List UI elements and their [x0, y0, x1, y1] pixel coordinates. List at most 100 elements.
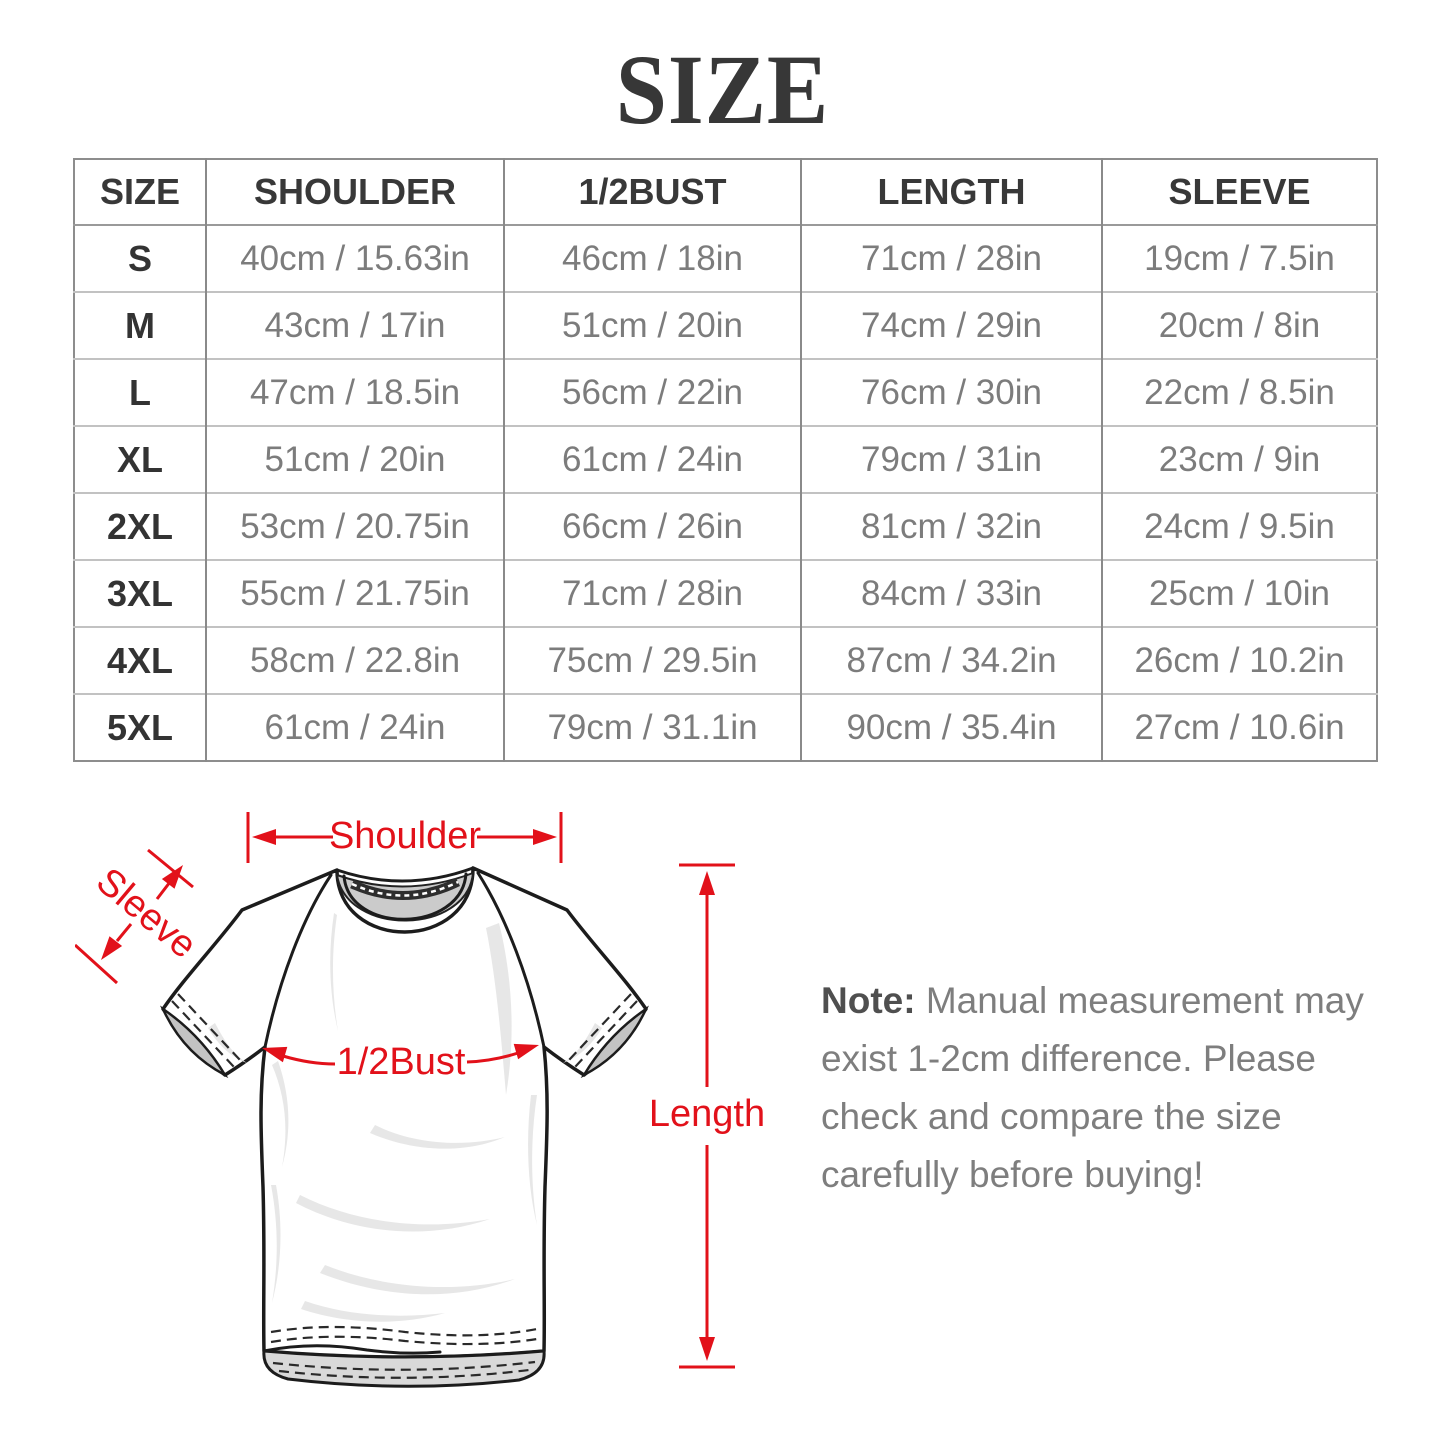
cell-xl-size: XL [74, 425, 206, 493]
cell-5xl-length: 90cm / 35.4in [800, 693, 1102, 761]
cell-3xl-sleeve: 25cm / 10in [1101, 559, 1377, 627]
tshirt-drawing [160, 866, 649, 1388]
cell-4xl-shoulder: 58cm / 22.8in [205, 626, 504, 694]
wrinkle-shade [563, 1023, 602, 1063]
bust-label: 1/2Bust [337, 1041, 466, 1083]
cell-s-shoulder: 40cm / 15.63in [205, 224, 504, 292]
size-table-body: S 40cm / 15.63in 46cm / 18in 71cm / 28in 19c… [74, 224, 1377, 761]
cell-3xl-bust: 71cm / 28in [503, 559, 801, 627]
note-text: Note: Manual measurement may exist 1-2cm… [821, 972, 1401, 1204]
length-label: Length [649, 1093, 765, 1135]
cell-2xl-bust: 66cm / 26in [503, 492, 801, 560]
cell-m-bust: 51cm / 20in [503, 291, 801, 359]
table-row-2xl: 2XL 53cm / 20.75in 66cm / 26in 81cm / 32in 2… [74, 492, 1377, 560]
collar-back-edge [335, 866, 475, 883]
table-row-4xl: 4XL 58cm / 22.8in 75cm / 29.5in 87cm / 34.2… [74, 626, 1377, 694]
hem-stitching [270, 1325, 538, 1337]
left-armhole-seam [263, 873, 333, 1049]
cell-5xl-bust: 79cm / 31.1in [503, 693, 801, 761]
cell-xl-sleeve: 23cm / 9in [1101, 425, 1377, 493]
note-line: exist 1-2cm difference. Please [821, 1038, 1316, 1079]
hem-stitching [270, 1335, 538, 1346]
table-row-3xl: 3XL 55cm / 21.75in 71cm / 28in 84cm / 33in 2… [74, 559, 1377, 627]
shoulder-right-arrowhead [533, 829, 557, 845]
wrinkle-shade [330, 913, 338, 1031]
collar-tape-stitching [351, 880, 459, 897]
cell-l-shoulder: 47cm / 18.5in [205, 358, 504, 426]
sleeve-annotation: Sleeve [73, 848, 204, 985]
table-row-l: L 47cm / 18.5in 56cm / 22in 76cm / 30in 22cm… [74, 358, 1377, 426]
note-line: Note: Manual measurement may [821, 972, 1401, 1030]
note-line: check and compare the size [821, 1096, 1282, 1137]
wrinkle-shade [370, 1125, 505, 1149]
cell-4xl-sleeve: 26cm / 10.2in [1101, 626, 1377, 694]
cell-5xl-shoulder: 61cm / 24in [205, 693, 504, 761]
wrinkle-shade [272, 1061, 289, 1167]
length-annotation: Length [649, 863, 765, 1369]
note-prefix: Note: [821, 980, 916, 1021]
bust-annotation: 1/2Bust [262, 1041, 539, 1083]
collar-band-inner-edge [342, 872, 468, 921]
column-header-size: SIZE [99, 171, 180, 212]
wrinkle-shade [528, 1095, 537, 1225]
right-armhole-seam [476, 871, 546, 1049]
cell-xl-shoulder: 51cm / 20in [205, 425, 504, 493]
cell-xl-bust: 61cm / 24in [503, 425, 801, 493]
size-table-header-row: SIZE SHOULDER 1/2BUST LENGTH SLEEVE [74, 159, 1377, 225]
hem-fold [262, 1349, 546, 1388]
table-row-s: S 40cm / 15.63in 46cm / 18in 71cm / 28in 19c… [74, 224, 1377, 292]
cell-3xl-shoulder: 55cm / 21.75in [205, 559, 504, 627]
sleeve-upper-tick [147, 848, 194, 889]
cell-l-size: L [74, 358, 206, 426]
column-header-bust: 1/2BUST [503, 159, 801, 225]
column-header-shoulder: SHOULDER [205, 159, 504, 225]
page-title: SIZE [615, 33, 830, 145]
wrinkle-shade [486, 923, 512, 1095]
note-line: carefully before buying! [821, 1154, 1204, 1195]
column-header-length: LENGTH [800, 159, 1102, 225]
table-row-xl: XL 51cm / 20in 61cm / 24in 79cm / 31in 23cm … [74, 425, 1377, 493]
hem-fold-stitching [272, 1360, 536, 1371]
column-header-sleeve: SLEEVE [1101, 159, 1377, 225]
cell-xl-length: 79cm / 31in [800, 425, 1102, 493]
cell-2xl-length: 81cm / 32in [800, 492, 1102, 560]
cell-s-sleeve: 19cm / 7.5in [1101, 224, 1377, 292]
tshirt-diagram-svg: Shoulder Sleeve 1/2Bust Length [73, 812, 765, 1388]
sleeve-lower-arrow-line [115, 923, 133, 942]
cell-5xl-size: 5XL [74, 693, 206, 761]
left-cuff-underside [160, 1005, 229, 1079]
table-row-5xl: 5XL 61cm / 24in 79cm / 31.1in 90cm / 35.4in… [74, 693, 1377, 761]
cell-2xl-size: 2XL [74, 492, 206, 560]
cell-m-size: M [74, 291, 206, 359]
shoulder-label: Shoulder [329, 815, 481, 857]
cell-l-bust: 56cm / 22in [503, 358, 801, 426]
cell-2xl-sleeve: 24cm / 9.5in [1101, 492, 1377, 560]
cell-l-sleeve: 22cm / 8.5in [1101, 358, 1377, 426]
cell-m-shoulder: 43cm / 17in [205, 291, 504, 359]
bust-right-arrowhead [513, 1043, 539, 1060]
cell-4xl-size: 4XL [74, 626, 206, 694]
size-table: SIZE SHOULDER 1/2BUST LENGTH SLEEVE S 40cm / … [73, 158, 1378, 762]
right-cuff-underside [580, 1005, 649, 1079]
cell-4xl-bust: 75cm / 29.5in [503, 626, 801, 694]
tshirt-measurement-figure: Shoulder Sleeve 1/2Bust Length [73, 795, 810, 1405]
cell-m-length: 74cm / 29in [800, 291, 1102, 359]
note-line-text: Manual measurement may [915, 980, 1364, 1021]
table-row-m: M 43cm / 17in 51cm / 20in 74cm / 29in 20cm /… [74, 291, 1377, 359]
wrinkle-shade [296, 1195, 490, 1232]
cell-5xl-sleeve: 27cm / 10.6in [1101, 693, 1377, 761]
cell-4xl-length: 87cm / 34.2in [800, 626, 1102, 694]
bust-arrow-line [466, 1051, 519, 1064]
cell-3xl-size: 3XL [74, 559, 206, 627]
wrinkle-shade [208, 1023, 247, 1063]
cell-l-length: 76cm / 30in [800, 358, 1102, 426]
sleeve-upper-arrow-line [155, 881, 172, 900]
length-top-arrowhead [699, 871, 715, 895]
cell-3xl-length: 84cm / 33in [800, 559, 1102, 627]
bust-left-arrowhead [262, 1046, 288, 1063]
cell-s-bust: 46cm / 18in [503, 224, 801, 292]
cell-s-length: 71cm / 28in [800, 224, 1102, 292]
wrinkle-shade [301, 1301, 445, 1322]
wrinkle-shade [271, 1185, 281, 1303]
length-bottom-arrowhead [699, 1337, 715, 1361]
